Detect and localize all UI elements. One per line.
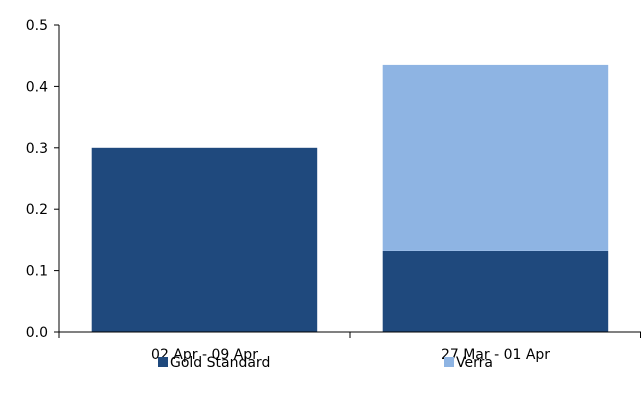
bar-gold-standard-2 [382, 251, 609, 332]
y-tick-label: 0.3 [26, 141, 48, 157]
bar-gold-standard-1 [91, 147, 318, 332]
legend: Gold Standard Verra [158, 355, 493, 371]
legend-swatch-gold-standard [158, 357, 168, 367]
legend-label-gold-standard: Gold Standard [170, 355, 270, 371]
y-tick-label: 0.1 [26, 264, 48, 280]
y-tick-label: 0.0 [26, 325, 48, 341]
y-tick-label: 0.5 [26, 18, 48, 34]
legend-label-verra: Verra [456, 355, 493, 371]
x-tick-label: 02 Apr - 09 Apr [151, 347, 258, 363]
y-tick-label: 0.4 [26, 79, 48, 95]
y-tick-label: 0.2 [26, 202, 48, 218]
x-tick-label: 27 Mar - 01 Apr [441, 347, 550, 363]
bar-verra-2 [382, 64, 609, 251]
bars-group [91, 64, 609, 332]
legend-swatch-verra [444, 357, 454, 367]
axes-group: 0.0 0.1 0.2 0.3 0.4 0.5 02 Apr - 09 Apr 27 Mar … [26, 18, 641, 363]
